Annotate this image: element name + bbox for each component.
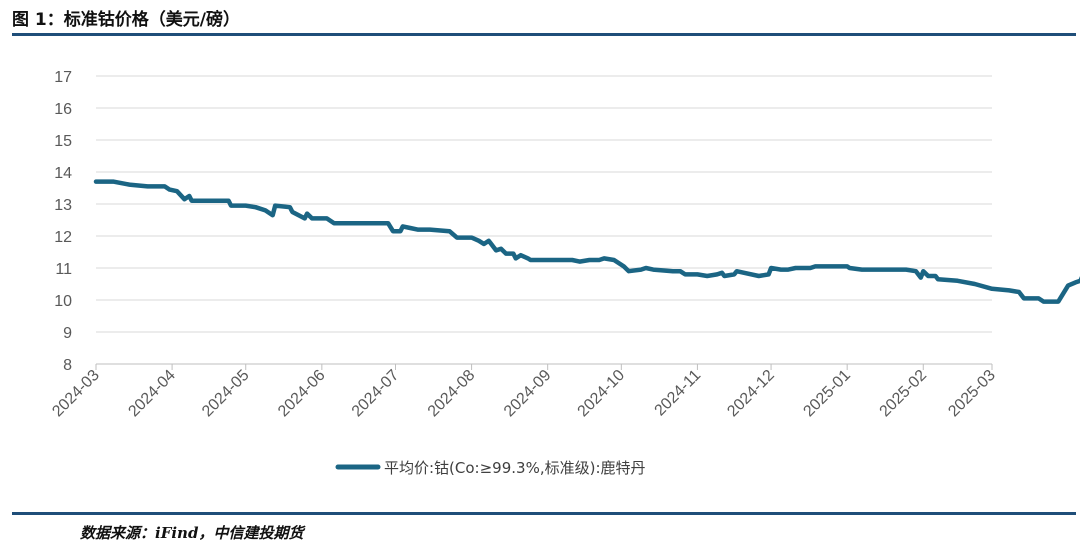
x-tick-label: 2024-07	[349, 367, 403, 421]
y-tick-labels: 8 9 10 11 12 13 14 15 16 17	[54, 69, 72, 374]
y-tick-label: 10	[54, 293, 72, 310]
x-tick-label: 2024-10	[575, 367, 629, 421]
x-tick-label: 2024-04	[125, 367, 179, 421]
y-tick-label: 13	[54, 197, 72, 214]
legend-label: 平均价:钴(Co:≥99.3%,标准级):鹿特丹	[384, 459, 646, 477]
y-tick-label: 15	[54, 133, 72, 150]
source-note: 数据来源：iFind，中信建投期货	[80, 524, 304, 542]
x-tick-label: 2024-05	[199, 367, 253, 421]
x-tick-label: 2024-08	[425, 367, 479, 421]
series-line	[93, 179, 1080, 304]
y-tick-label: 14	[54, 165, 72, 182]
y-tick-label: 12	[54, 229, 72, 246]
x-tick-label: 2024-06	[275, 367, 329, 421]
x-tick-labels: 2024-03 2024-04 2024-05 2024-06 2024-07 2024-…	[49, 364, 999, 420]
x-tick-label: 2025-03	[945, 367, 999, 421]
legend: 平均价:钴(Co:≥99.3%,标准级):鹿特丹	[335, 459, 646, 477]
figure-title: 图 1：标准钴价格（美元/磅）	[12, 10, 240, 30]
y-tick-label: 16	[54, 101, 72, 118]
y-tick-label: 11	[55, 261, 72, 278]
x-tick-label: 2024-11	[652, 367, 705, 420]
x-tick-label: 2024-09	[501, 367, 555, 421]
y-tick-label: 17	[54, 69, 72, 86]
x-tick-label: 2025-01	[800, 367, 854, 421]
y-tick-label: 9	[63, 325, 72, 342]
x-tick-label: 2024-12	[724, 367, 778, 421]
bottom-rule	[12, 512, 1076, 515]
top-rule	[12, 33, 1076, 36]
x-tick-label: 2024-03	[49, 367, 103, 421]
series-group	[93, 179, 1080, 304]
x-tick-label: 2025-02	[877, 367, 931, 421]
y-tick-label: 8	[63, 357, 72, 374]
